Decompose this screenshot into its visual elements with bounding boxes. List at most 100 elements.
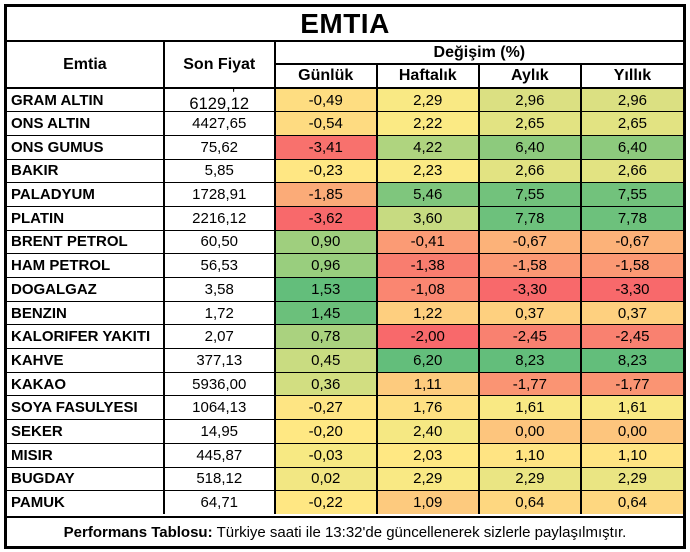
last-price-cell: 60,50 bbox=[162, 229, 276, 255]
last-price-cell: 1728,91 bbox=[162, 182, 276, 207]
change-cell-haftalik: 1,76 bbox=[375, 395, 480, 421]
last-price-cell: 3,58 bbox=[162, 277, 276, 302]
change-cell-haftalik: 2,40 bbox=[375, 419, 480, 444]
commodity-name-cell: PAMUK bbox=[7, 490, 165, 515]
change-cell-gunluk: -0,23 bbox=[273, 158, 378, 184]
change-cell-haftalik: 5,46 bbox=[375, 182, 480, 207]
commodity-name-cell: PALADYUM bbox=[7, 182, 165, 207]
commodity-row: DOGALGAZ 3,58 1,53 -1,08 -3,30 -3,30 bbox=[7, 277, 683, 302]
commodity-name-cell: BAKIR bbox=[7, 158, 165, 184]
change-cell-yillik: 0,00 bbox=[579, 419, 683, 444]
commodity-row: BAKIR 5,85 -0,23 2,23 2,66 2,66 bbox=[7, 158, 683, 184]
change-cell-haftalik: 2,29 bbox=[375, 466, 480, 492]
change-cell-gunluk: -0,49 bbox=[273, 87, 378, 113]
change-cell-aylik: 2,96 bbox=[477, 87, 582, 113]
last-price-cell: 64,71 bbox=[162, 490, 276, 515]
change-cell-aylik: 1,10 bbox=[477, 442, 582, 468]
last-price-cell: 5936,00 bbox=[162, 371, 276, 397]
change-cell-yillik: 2,66 bbox=[579, 158, 683, 184]
commodity-row: BENZIN 1,72 1,45 1,22 0,37 0,37 bbox=[7, 300, 683, 326]
footer-text: Türkiye saati ile 13:32'de güncellenerek… bbox=[216, 523, 627, 541]
change-cell-haftalik: 1,11 bbox=[375, 371, 480, 397]
header-aylik: Aylık bbox=[477, 63, 582, 89]
header-degisim-group: Değişim (%) bbox=[273, 41, 683, 65]
commodity-row: MISIR 445,87 -0,03 2,03 1,10 1,10 bbox=[7, 442, 683, 468]
change-cell-haftalik: 1,22 bbox=[375, 300, 480, 326]
change-cell-aylik: -0,67 bbox=[477, 229, 582, 255]
change-cell-yillik: -1,77 bbox=[579, 371, 683, 397]
commodity-name-cell: KALORIFER YAKITI bbox=[7, 324, 165, 350]
change-cell-gunluk: 1,53 bbox=[273, 277, 378, 302]
commodity-name-cell: BENZIN bbox=[7, 300, 165, 326]
last-price-cell: 56,53 bbox=[162, 253, 276, 278]
commodity-name-cell: KAKAO bbox=[7, 371, 165, 397]
commodity-row: PALADYUM 1728,91 -1,85 5,46 7,55 7,55 bbox=[7, 182, 683, 207]
change-cell-yillik: 1,61 bbox=[579, 395, 683, 421]
last-price-cell: 5,85 bbox=[162, 158, 276, 184]
change-cell-gunluk: -0,27 bbox=[273, 395, 378, 421]
commodity-name-cell: BUGDAY bbox=[7, 466, 165, 492]
change-cell-haftalik: 2,23 bbox=[375, 158, 480, 184]
change-cell-aylik: 1,61 bbox=[477, 395, 582, 421]
last-price-cell: 14,95 bbox=[162, 419, 276, 444]
commodity-row: KAHVE 377,13 0,45 6,20 8,23 8,23 bbox=[7, 348, 683, 373]
change-cell-gunluk: 0,96 bbox=[273, 253, 378, 278]
header-haftalik: Haftalık bbox=[375, 63, 480, 89]
last-price-cell: 518,12 bbox=[162, 466, 276, 492]
last-price-cell: 2,07 bbox=[162, 324, 276, 350]
change-cell-haftalik: 2,29 bbox=[375, 87, 480, 113]
commodity-row: HAM PETROL 56,53 0,96 -1,38 -1,58 -1,58 bbox=[7, 253, 683, 278]
commodity-name-cell: MISIR bbox=[7, 442, 165, 468]
commodity-row: GRAM ALTIN 6129,12 ' -0,49 2,29 2,96 2,96 bbox=[7, 87, 683, 113]
change-cell-haftalik: 2,22 bbox=[375, 111, 480, 136]
footer-note: Performans Tablosu: Türkiye saati ile 13… bbox=[7, 516, 683, 546]
last-price-cell: 6129,12 ' bbox=[162, 87, 276, 113]
commodity-table: Emtia Son Fiyat Değişim (%) Günlük Hafta… bbox=[7, 41, 683, 515]
change-cell-haftalik: 4,22 bbox=[375, 134, 480, 160]
change-cell-yillik: 6,40 bbox=[579, 134, 683, 160]
commodity-name-cell: PLATIN bbox=[7, 205, 165, 231]
header-row-group: Emtia Son Fiyat Değişim (%) bbox=[7, 41, 683, 89]
commodity-name-cell: HAM PETROL bbox=[7, 253, 165, 278]
commodity-name-cell: BRENT PETROL bbox=[7, 229, 165, 255]
change-cell-haftalik: 3,60 bbox=[375, 205, 480, 231]
change-cell-yillik: 7,55 bbox=[579, 182, 683, 207]
commodity-row: ONS GUMUS 75,62 -3,41 4,22 6,40 6,40 bbox=[7, 134, 683, 160]
header-yillik: Yıllık bbox=[579, 63, 683, 89]
commodity-name-cell: DOGALGAZ bbox=[7, 277, 165, 302]
header-son-fiyat: Son Fiyat bbox=[162, 41, 276, 89]
change-cell-haftalik: -1,38 bbox=[375, 253, 480, 278]
commodity-row: KALORIFER YAKITI 2,07 0,78 -2,00 -2,45 -2,45 bbox=[7, 324, 683, 350]
change-cell-gunluk: 0,45 bbox=[273, 348, 378, 373]
change-cell-gunluk: -1,85 bbox=[273, 182, 378, 207]
header-emtia: Emtia bbox=[7, 41, 165, 89]
change-cell-aylik: 2,65 bbox=[477, 111, 582, 136]
change-cell-aylik: -3,30 bbox=[477, 277, 582, 302]
change-cell-gunluk: -0,20 bbox=[273, 419, 378, 444]
commodity-name-cell: SEKER bbox=[7, 419, 165, 444]
change-cell-gunluk: 0,90 bbox=[273, 229, 378, 255]
commodity-row: KAKAO 5936,00 0,36 1,11 -1,77 -1,77 bbox=[7, 371, 683, 397]
change-cell-haftalik: 2,03 bbox=[375, 442, 480, 468]
change-cell-yillik: 0,64 bbox=[579, 490, 683, 515]
change-cell-yillik: -3,30 bbox=[579, 277, 683, 302]
change-cell-aylik: 7,55 bbox=[477, 182, 582, 207]
change-cell-gunluk: 0,78 bbox=[273, 324, 378, 350]
change-cell-gunluk: 0,02 bbox=[273, 466, 378, 492]
commodity-name-cell: ONS GUMUS bbox=[7, 134, 165, 160]
commodity-row: SEKER 14,95 -0,20 2,40 0,00 0,00 bbox=[7, 419, 683, 444]
last-price-cell: 377,13 bbox=[162, 348, 276, 373]
stray-tick-mark: ' bbox=[232, 88, 235, 101]
last-price-cell: 75,62 bbox=[162, 134, 276, 160]
change-cell-gunluk: -0,54 bbox=[273, 111, 378, 136]
change-cell-yillik: 1,10 bbox=[579, 442, 683, 468]
change-cell-yillik: -2,45 bbox=[579, 324, 683, 350]
commodity-row: ONS ALTIN 4427,65 -0,54 2,22 2,65 2,65 bbox=[7, 111, 683, 136]
change-cell-yillik: -0,67 bbox=[579, 229, 683, 255]
last-price-cell: 1064,13 bbox=[162, 395, 276, 421]
change-cell-aylik: 2,66 bbox=[477, 158, 582, 184]
emtia-performance-table: EMTIA Emtia Son Fiyat Değişim (%) Günlük… bbox=[4, 4, 686, 549]
commodity-name-cell: GRAM ALTIN bbox=[7, 87, 165, 113]
commodity-row: PAMUK 64,71 -0,22 1,09 0,64 0,64 bbox=[7, 490, 683, 515]
footer-label: Performans Tablosu: bbox=[63, 523, 213, 541]
